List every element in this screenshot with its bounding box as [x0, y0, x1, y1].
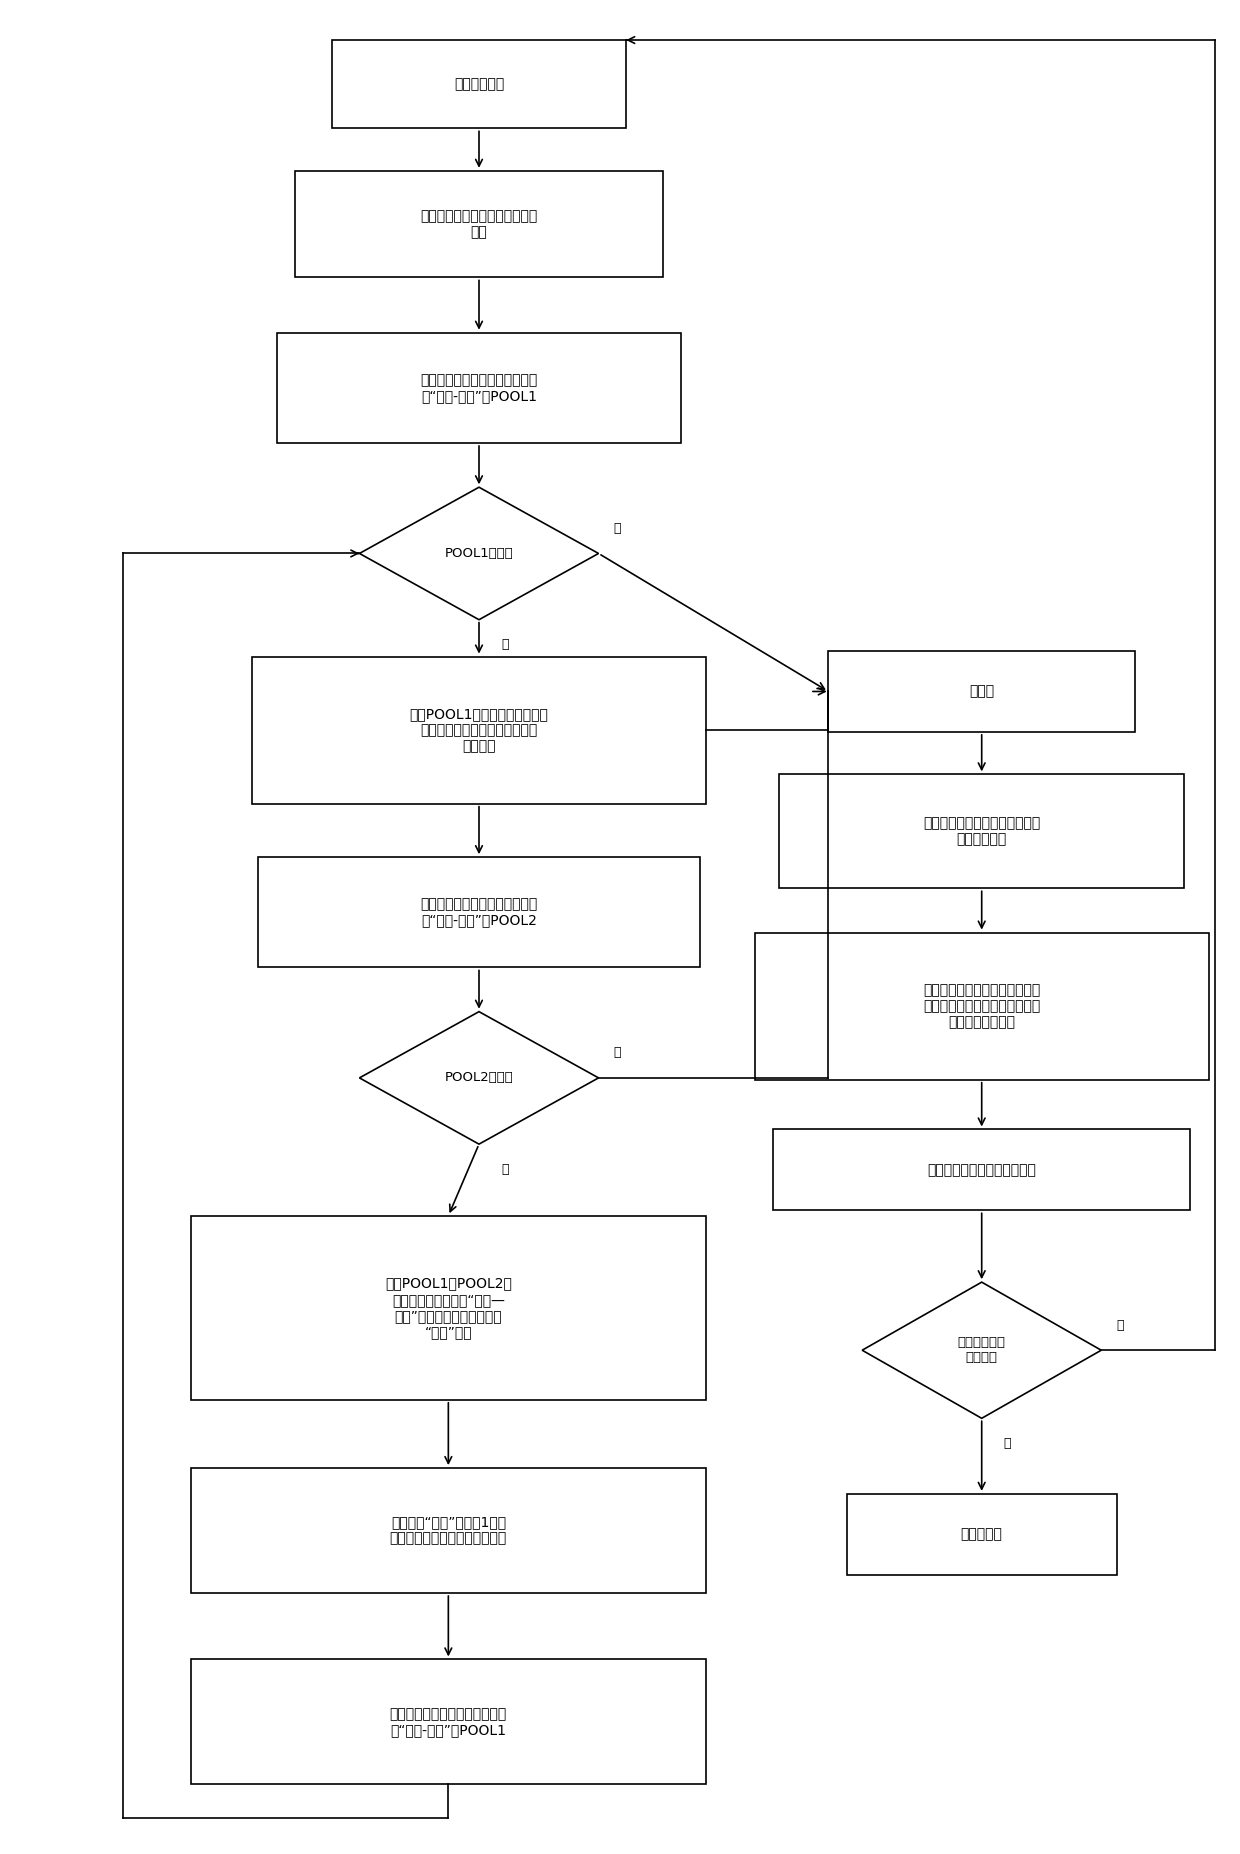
FancyBboxPatch shape — [191, 1468, 706, 1593]
FancyBboxPatch shape — [277, 332, 681, 443]
Polygon shape — [360, 1012, 599, 1144]
Text: 对当前解进行任务冲突分析，生
成“扰动-删除”池POOL2: 对当前解进行任务冲突分析，生 成“扰动-删除”池POOL2 — [420, 897, 538, 927]
Polygon shape — [360, 488, 599, 619]
Text: 是否达到迭代
终止条件: 是否达到迭代 终止条件 — [957, 1337, 1006, 1365]
Text: 否: 否 — [1116, 1318, 1123, 1331]
FancyBboxPatch shape — [755, 933, 1209, 1079]
FancyBboxPatch shape — [258, 857, 699, 968]
Text: 进行资源与任务集更新，在任务
集合中删除已调度任务；删除已
调度任务占用资源: 进行资源与任务集更新，在任务 集合中删除已调度任务；删除已 调度任务占用资源 — [923, 983, 1040, 1029]
Text: 清空POOL1中所有任务的调度方
案，重新进行调度方案的安排，
生成新解: 清空POOL1中所有任务的调度方 案，重新进行调度方案的安排， 生成新解 — [409, 706, 548, 753]
FancyBboxPatch shape — [332, 41, 626, 128]
FancyBboxPatch shape — [774, 1129, 1190, 1211]
Text: 比对POOL1与POOL2，
找出同时出现在两个“扰动—
删除”池中的任务，将其记入
“删除”池，: 比对POOL1与POOL2， 找出同时出现在两个“扰动— 删除”池中的任务，将其… — [384, 1277, 512, 1339]
Text: 输出最终解: 输出最终解 — [961, 1528, 1003, 1541]
FancyBboxPatch shape — [847, 1494, 1116, 1574]
Text: 是: 是 — [501, 1162, 508, 1175]
Text: 得到规模缩小的新的调度问题: 得到规模缩小的新的调度问题 — [928, 1162, 1037, 1177]
FancyBboxPatch shape — [191, 1216, 706, 1400]
FancyBboxPatch shape — [295, 171, 663, 278]
Text: 记录当前任务集合中的已调度任
务的调度方案: 记录当前任务集合中的已调度任 务的调度方案 — [923, 816, 1040, 847]
FancyBboxPatch shape — [780, 775, 1184, 888]
Text: 随机选择“删除”池中的1项任
务，删除其调度方案，生成新解: 随机选择“删除”池中的1项任 务，删除其调度方案，生成新解 — [389, 1515, 507, 1546]
Polygon shape — [862, 1283, 1101, 1418]
FancyBboxPatch shape — [191, 1659, 706, 1785]
Text: 任务资源匹配: 任务资源匹配 — [454, 78, 505, 91]
Text: 否: 否 — [614, 1046, 621, 1059]
Text: POOL1非空？: POOL1非空？ — [445, 547, 513, 560]
Text: 对初始解进行任务冲突分析，生
成“扰动-删除”池POOL1: 对初始解进行任务冲突分析，生 成“扰动-删除”池POOL1 — [420, 373, 538, 402]
Text: 是: 是 — [501, 638, 508, 651]
FancyBboxPatch shape — [252, 656, 706, 805]
Text: 可行解: 可行解 — [970, 684, 994, 699]
Text: 否: 否 — [614, 523, 621, 536]
Text: POOL2非空？: POOL2非空？ — [445, 1072, 513, 1085]
Text: 对当前解进行任务冲突分析，更
新“扰动-删除”池POOL1: 对当前解进行任务冲突分析，更 新“扰动-删除”池POOL1 — [389, 1708, 507, 1737]
FancyBboxPatch shape — [828, 651, 1135, 732]
Text: 生成初始解（任务的初始调度方
案）: 生成初始解（任务的初始调度方 案） — [420, 210, 538, 239]
Text: 是: 是 — [1003, 1437, 1012, 1450]
